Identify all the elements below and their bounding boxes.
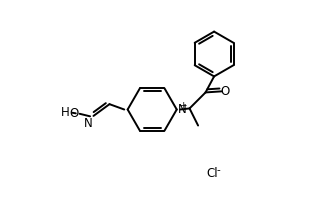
Text: O: O <box>221 85 230 98</box>
Text: O: O <box>70 107 79 120</box>
Text: N: N <box>178 102 186 116</box>
Text: -: - <box>216 165 220 175</box>
Text: N: N <box>84 117 92 130</box>
Text: +: + <box>179 101 186 110</box>
Text: H: H <box>61 106 70 119</box>
Text: Cl: Cl <box>206 167 218 180</box>
